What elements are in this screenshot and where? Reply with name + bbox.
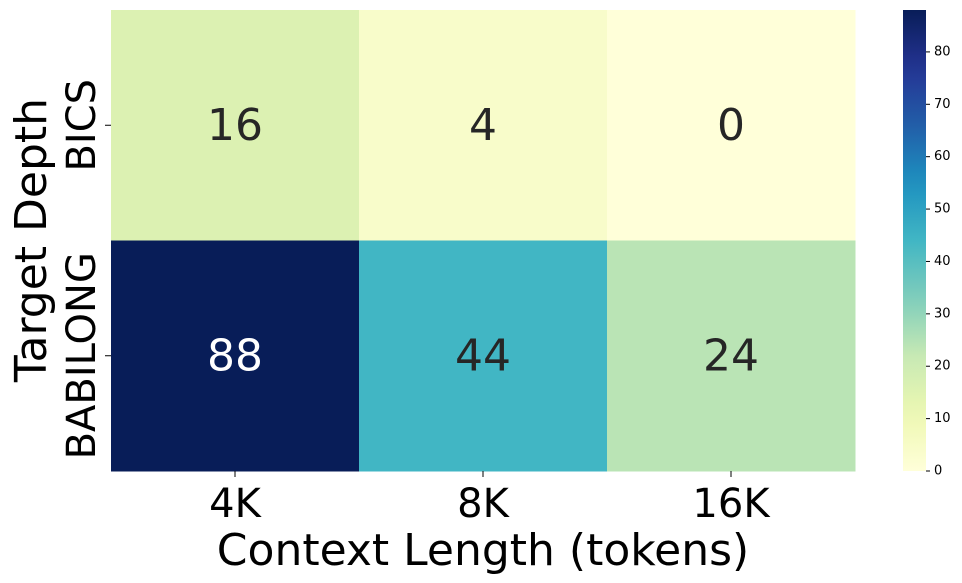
colorbar-tick-label: 60	[934, 149, 951, 164]
heatmap-cell-bics-8k	[359, 10, 608, 241]
heatmap-cell-babilong-16k	[607, 240, 856, 472]
colorbar-tick-label: 10	[934, 411, 951, 426]
heatmap-cells	[111, 10, 856, 472]
colorbar-tick-label: 40	[934, 254, 951, 269]
x-axis: 4K 8K 16K	[209, 471, 771, 527]
cell-annotations: 16 4 0 88 44 24	[207, 100, 759, 382]
heatmap-cell-bics-16k	[607, 10, 856, 241]
colorbar-tick-label: 0	[934, 464, 942, 479]
y-axis: BICS BABILONG	[59, 79, 111, 459]
cell-value-label: 44	[455, 330, 511, 381]
cell-value-label: 88	[207, 330, 263, 381]
colorbar: 0 10 20 30 40 50 60 70 80	[903, 10, 951, 479]
y-tick-label: BABILONG	[59, 252, 105, 459]
y-tick-label: BICS	[59, 79, 105, 172]
heatmap-cell-bics-4k	[111, 10, 360, 241]
cell-value-label: 0	[717, 100, 745, 151]
colorbar-tick-label: 70	[934, 97, 951, 112]
colorbar-bar	[903, 10, 926, 471]
y-axis-title: Target Depth	[6, 98, 57, 383]
heatmap-cell-babilong-4k	[111, 240, 360, 472]
cell-value-label: 4	[469, 100, 497, 151]
heatmap-cell-babilong-8k	[359, 240, 608, 472]
x-tick-label: 4K	[209, 481, 262, 527]
colorbar-tick-label: 20	[934, 359, 951, 374]
cell-value-label: 24	[703, 330, 759, 381]
x-tick-label: 8K	[457, 481, 510, 527]
cell-value-label: 16	[207, 100, 263, 151]
x-tick-label: 16K	[692, 481, 771, 527]
colorbar-tick-label: 80	[934, 44, 951, 59]
colorbar-tick-label: 30	[934, 306, 951, 321]
colorbar-tick-label: 50	[934, 202, 951, 217]
x-axis-title: Context Length (tokens)	[217, 525, 749, 576]
